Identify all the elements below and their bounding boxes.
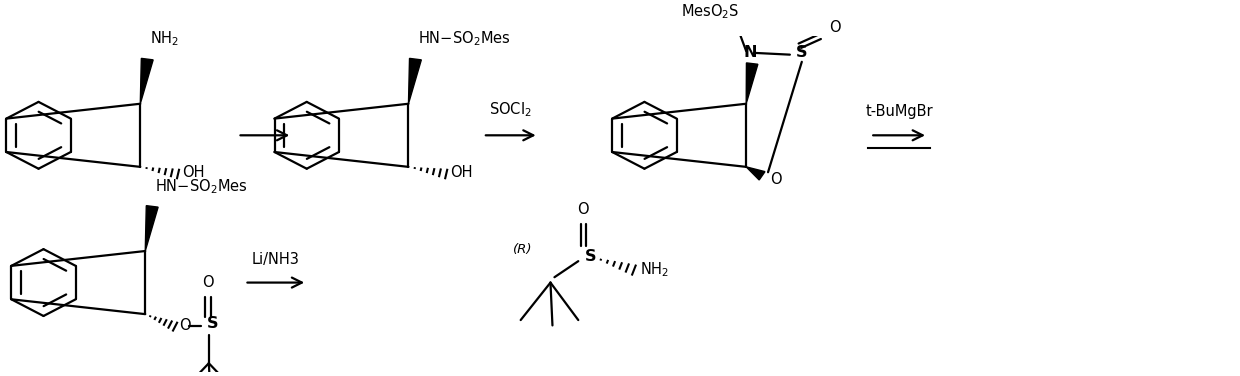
Text: HN$-$SO$_2$Mes: HN$-$SO$_2$Mes [155, 177, 248, 196]
Text: S: S [585, 249, 596, 264]
Text: Li/NH3: Li/NH3 [252, 252, 300, 267]
Polygon shape [145, 206, 159, 251]
Text: OH: OH [450, 165, 472, 180]
Text: HN$-$SO$_2$Mes: HN$-$SO$_2$Mes [418, 30, 511, 49]
Text: S: S [796, 45, 807, 61]
Text: OH: OH [182, 165, 205, 180]
Polygon shape [408, 58, 422, 104]
Text: O: O [202, 275, 213, 290]
Text: t-BuMgBr: t-BuMgBr [866, 104, 932, 119]
Text: N: N [744, 45, 756, 60]
Polygon shape [746, 63, 758, 104]
Text: O: O [578, 202, 589, 217]
Polygon shape [140, 58, 154, 104]
Text: (R): (R) [512, 243, 532, 256]
Text: S: S [207, 317, 218, 332]
Text: O: O [770, 172, 781, 187]
Text: NH$_2$: NH$_2$ [150, 30, 180, 49]
Text: O: O [830, 20, 841, 35]
Text: SOCl$_2$: SOCl$_2$ [490, 100, 532, 119]
Text: MesO$_2$S: MesO$_2$S [681, 2, 739, 21]
Text: O: O [179, 318, 191, 333]
Polygon shape [746, 167, 765, 180]
Text: NH$_2$: NH$_2$ [640, 261, 668, 279]
